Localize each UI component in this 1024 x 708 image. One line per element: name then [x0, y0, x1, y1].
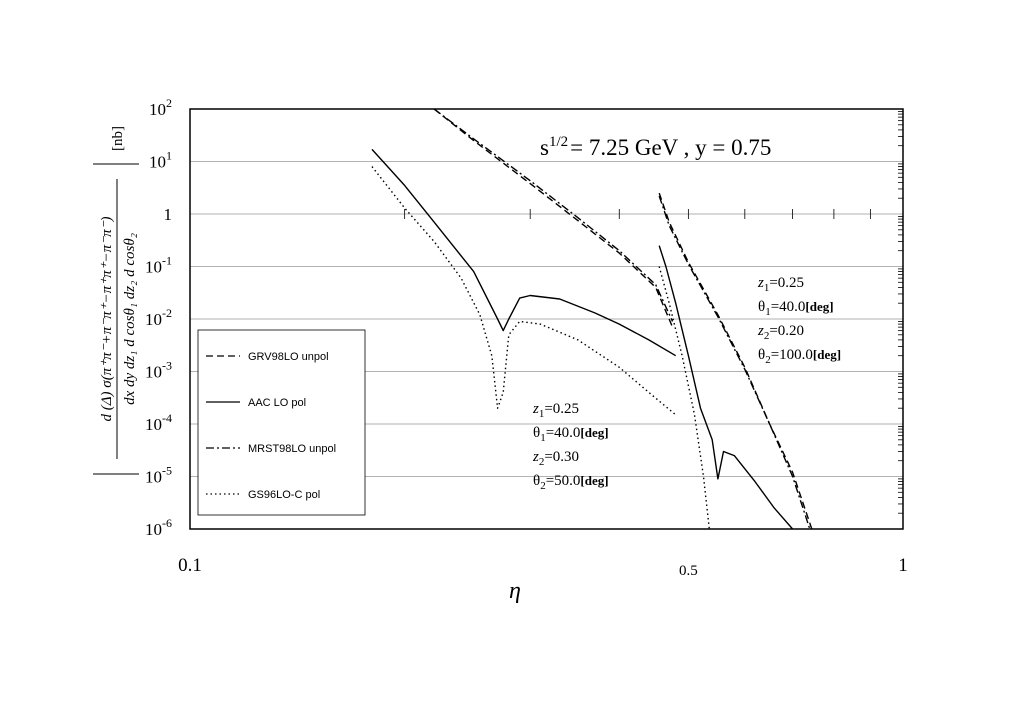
legend: GRV98LO unpol AAC LO pol MRST98LO unpol GS9…	[197, 329, 366, 516]
annotation-line: θ2=50.0[deg]	[533, 473, 609, 492]
series-line-gs96lo-c-pol-3	[371, 166, 677, 416]
y-axis-label: d (Δ) σ(π⁺π⁻+π⁻π⁺−π⁺π⁺−π⁻π⁻) dx dy dz₁ d…	[93, 126, 139, 475]
annotation-line: θ1=40.0[deg]	[533, 425, 609, 444]
y-axis-unit: [nb]	[110, 126, 126, 151]
legend-label: AAC LO pol	[248, 397, 306, 409]
series-line-grv98lo-unpol-0	[433, 108, 674, 328]
series-line-mrst98lo-unpol-1	[433, 108, 674, 322]
y-tick-label: 10-2	[145, 306, 172, 329]
minor-ticks	[404, 111, 903, 514]
y-tick-label: 101	[149, 149, 172, 172]
y-tick-label: 10-4	[145, 411, 172, 434]
x-tick-label: 0.5	[679, 563, 698, 579]
series-line-mrst98lo-unpol-5	[658, 195, 811, 530]
title-sup: 1/2	[549, 134, 568, 150]
annotation-line: θ2=100.0[deg]	[758, 347, 841, 366]
y-tick-label: 10-6	[145, 516, 172, 539]
title-s: s	[540, 135, 549, 160]
legend-box	[197, 329, 366, 516]
x-axis-label: η	[509, 578, 521, 604]
y-tick-label: 10-3	[145, 359, 172, 382]
annotation-line: z2=0.20	[757, 323, 804, 342]
plot-frame	[189, 108, 904, 530]
chart-title: s1/2= 7.25 GeV , y = 0.75	[540, 134, 771, 160]
title-rest: = 7.25 GeV , y = 0.75	[570, 135, 771, 160]
y-axis-label-denominator: dx dy dz₁ d cosθ₁ dz₂ d cosθ₂	[122, 233, 138, 405]
legend-label: MRST98LO unpol	[248, 443, 336, 455]
annotations: z1=0.25 θ1=40.0[deg] z2=0.30 θ2=50.0[deg] z1…	[532, 275, 841, 492]
y-tick-label: 1	[164, 205, 173, 224]
series-lines	[371, 108, 813, 530]
x-tick-label: 1	[898, 555, 908, 576]
series-line-gs96lo-c-pol-7	[658, 266, 710, 530]
annotation-line: z1=0.25	[757, 275, 804, 294]
y-axis-label-numerator: d (Δ) σ(π⁺π⁻+π⁻π⁺−π⁺π⁺−π⁻π⁻)	[99, 216, 115, 421]
series-line-aac-lo-pol-6	[658, 245, 794, 530]
legend-label: GS96LO-C pol	[248, 489, 320, 501]
annotation-line: z2=0.30	[532, 449, 579, 468]
y-tick-label: 10-5	[145, 464, 172, 487]
y-tick-labels: 102 101 1 10-1 10-2 10-3 10-4 10-5 10-6	[145, 96, 172, 539]
series-line-aac-lo-pol-2	[371, 148, 677, 357]
annotation-line: θ1=40.0[deg]	[758, 299, 834, 318]
annotation-line: z1=0.25	[532, 401, 579, 420]
series-line-grv98lo-unpol-4	[658, 192, 813, 530]
x-tick-labels: 0.1 0.5 1	[178, 555, 908, 579]
y-tick-label: 102	[149, 96, 172, 119]
x-tick-label: 0.1	[178, 555, 202, 576]
legend-label: GRV98LO unpol	[248, 351, 329, 363]
y-tick-label: 10-1	[145, 254, 172, 277]
